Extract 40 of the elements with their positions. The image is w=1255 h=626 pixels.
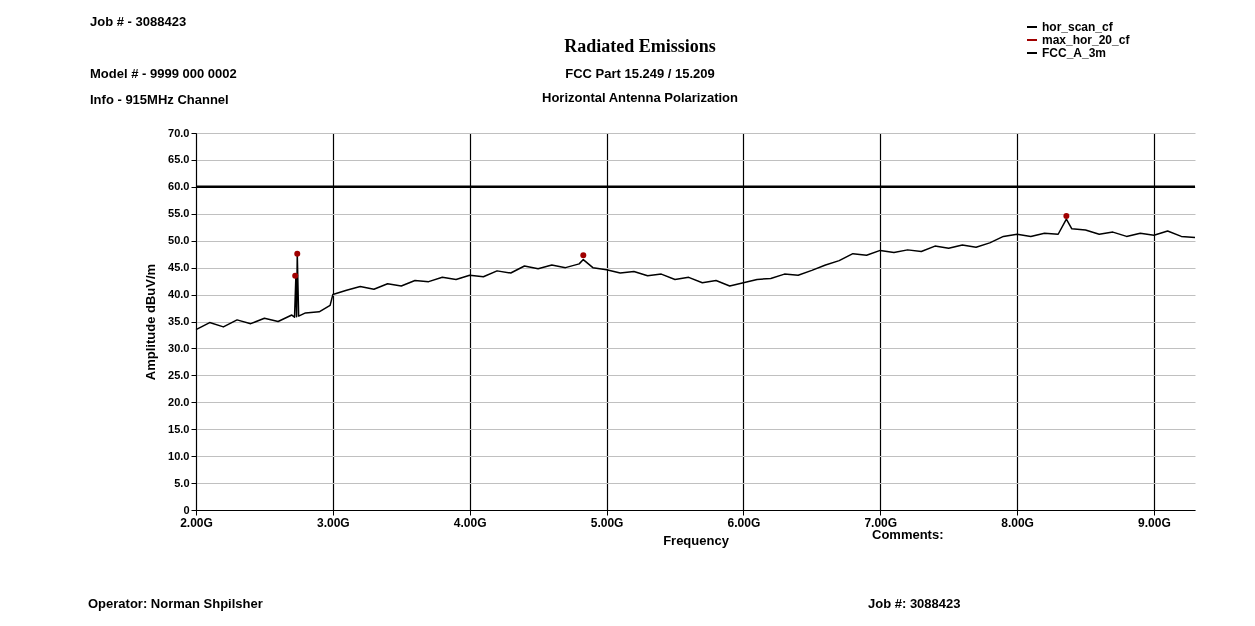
y-tick-label: 45.0 — [168, 261, 190, 274]
y-tick-label: 35.0 — [168, 315, 190, 327]
y-tick-label: 65.0 — [168, 153, 190, 166]
y-tick-label: 10.0 — [168, 449, 190, 462]
x-tick-label: 3.00G — [317, 515, 350, 530]
x-tick-label: 4.00G — [453, 515, 487, 530]
y-tick-label: 25.0 — [168, 368, 190, 381]
text: Operator: Norman Shpilsher — [88, 596, 263, 611]
y-tick-label: 20.0 — [168, 395, 190, 408]
point — [1063, 212, 1070, 219]
y-tick-label: 40.0 — [168, 288, 190, 301]
y-tick-label: 60.0 — [168, 180, 190, 193]
legend-label: max_hor_20_cf — [1042, 33, 1131, 47]
chart-title: Radiated Emissions — [563, 36, 717, 57]
point — [580, 252, 587, 259]
chart-subtitle: FCC Part 15.249 / 15.209 Horizontal Antenna Polarization — [541, 66, 739, 105]
y-tick-label: 55.0 — [168, 207, 190, 220]
text: Comments: — [872, 527, 944, 542]
y-tick-label: 15.0 — [168, 422, 190, 435]
y-tick-label: 50.0 — [168, 234, 190, 247]
legend-label: hor_scan_cf — [1042, 20, 1114, 34]
x-tick-label: 9.00G — [1138, 515, 1171, 530]
x-tick-label: 6.00G — [727, 515, 761, 530]
x-tick-label: 2.00G — [180, 515, 213, 530]
x-axis-title: Frequency — [663, 532, 730, 548]
y-tick-label: 0 — [183, 503, 190, 516]
x-tick-label: 5.00G — [590, 515, 624, 530]
text: Model # - 9999 000 0002 — [90, 66, 237, 81]
y-tick-label: 30.0 — [168, 341, 190, 354]
text: Job # - 3088423 — [90, 14, 187, 29]
x-tick-label: 8.00G — [1001, 515, 1034, 530]
y-axis-title: Amplitude dBuV/m — [143, 263, 159, 381]
x-tick-label: 7.00G — [864, 515, 898, 530]
point — [294, 250, 301, 257]
point — [292, 272, 299, 279]
y-tick-label: 70.0 — [168, 126, 190, 139]
y-tick-label: 5.0 — [174, 476, 190, 489]
legend-label: FCC_A_3m — [1042, 46, 1107, 60]
text: Info - 915MHz Channel — [90, 92, 229, 107]
text: Job #: 3088423 — [868, 596, 961, 611]
